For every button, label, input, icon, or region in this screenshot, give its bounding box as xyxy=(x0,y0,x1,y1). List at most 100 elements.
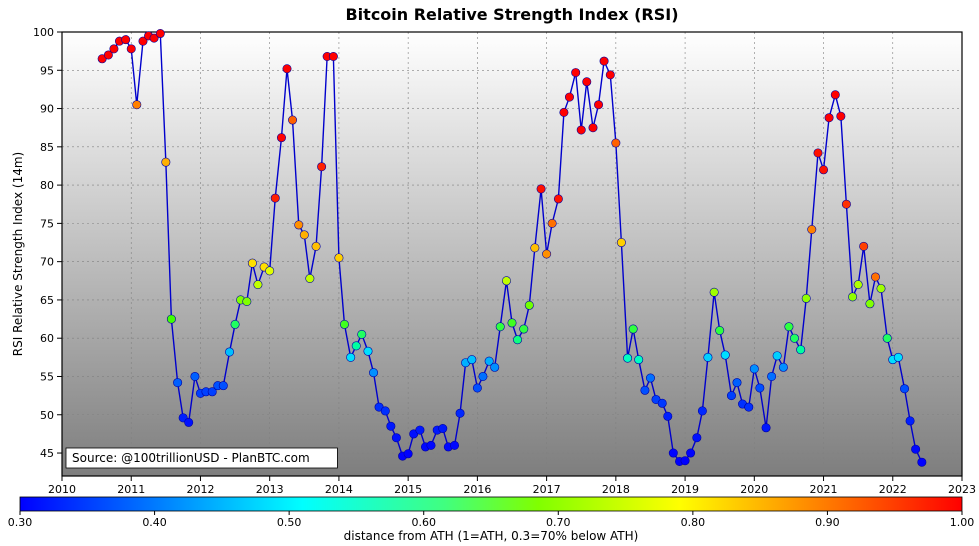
data-point xyxy=(416,426,424,434)
data-point xyxy=(866,300,874,308)
data-point xyxy=(496,323,504,331)
data-point xyxy=(560,108,568,116)
data-point xyxy=(502,277,510,285)
data-point xyxy=(254,280,262,288)
x-tick-label: 2015 xyxy=(394,483,422,496)
data-point xyxy=(583,78,591,86)
data-point xyxy=(110,45,118,53)
data-point xyxy=(646,374,654,382)
data-point xyxy=(715,326,723,334)
data-point xyxy=(814,149,822,157)
y-tick-label: 85 xyxy=(40,141,54,154)
data-point xyxy=(859,242,867,250)
data-point xyxy=(450,441,458,449)
data-point xyxy=(767,372,775,380)
data-point xyxy=(127,45,135,53)
data-point xyxy=(894,353,902,361)
data-point xyxy=(733,378,741,386)
data-point xyxy=(837,112,845,120)
data-point xyxy=(606,71,614,79)
data-point xyxy=(698,407,706,415)
data-point xyxy=(634,355,642,363)
data-point xyxy=(612,139,620,147)
data-point xyxy=(629,325,637,333)
colorbar xyxy=(20,497,962,511)
data-point xyxy=(271,194,279,202)
data-point xyxy=(819,166,827,174)
y-tick-label: 90 xyxy=(40,103,54,116)
data-point xyxy=(317,163,325,171)
y-axis-label: RSI Relative Strength Index (14m) xyxy=(11,152,25,356)
x-tick-label: 2014 xyxy=(325,483,353,496)
data-point xyxy=(381,407,389,415)
x-tick-label: 2021 xyxy=(810,483,838,496)
data-point xyxy=(704,353,712,361)
data-point xyxy=(802,294,810,302)
data-point xyxy=(842,200,850,208)
data-point xyxy=(364,347,372,355)
data-point xyxy=(231,320,239,328)
data-point xyxy=(686,449,694,457)
data-point xyxy=(312,242,320,250)
data-point xyxy=(191,372,199,380)
data-point xyxy=(745,403,753,411)
x-tick-label: 2018 xyxy=(602,483,630,496)
x-tick-label: 2020 xyxy=(740,483,768,496)
x-tick-label: 2016 xyxy=(463,483,491,496)
data-point xyxy=(525,301,533,309)
data-point xyxy=(243,297,251,305)
data-point xyxy=(265,267,273,275)
data-point xyxy=(600,57,608,65)
data-point xyxy=(427,441,435,449)
data-point xyxy=(329,52,337,60)
data-point xyxy=(900,385,908,393)
data-point xyxy=(911,445,919,453)
data-point xyxy=(162,158,170,166)
data-point xyxy=(854,280,862,288)
source-label: Source: @100trillionUSD - PlanBTC.com xyxy=(72,451,310,465)
data-point xyxy=(796,345,804,353)
data-point xyxy=(300,231,308,239)
chart-title: Bitcoin Relative Strength Index (RSI) xyxy=(345,5,678,24)
x-tick-label: 2022 xyxy=(879,483,907,496)
data-point xyxy=(392,434,400,442)
rsi-chart-svg: 2010201120122013201420152016201720182019… xyxy=(0,0,979,546)
data-point xyxy=(387,422,395,430)
data-point xyxy=(571,68,579,76)
data-point xyxy=(542,250,550,258)
data-point xyxy=(641,386,649,394)
data-point xyxy=(283,65,291,73)
data-point xyxy=(918,458,926,466)
y-tick-label: 50 xyxy=(40,409,54,422)
data-point xyxy=(295,221,303,229)
x-tick-label: 2017 xyxy=(533,483,561,496)
data-point xyxy=(456,409,464,417)
colorbar-label: distance from ATH (1=ATH, 0.3=70% below … xyxy=(344,529,639,543)
data-point xyxy=(156,29,164,37)
data-point xyxy=(133,101,141,109)
data-point xyxy=(779,363,787,371)
data-point xyxy=(173,378,181,386)
y-tick-label: 95 xyxy=(40,64,54,77)
y-tick-label: 60 xyxy=(40,332,54,345)
data-point xyxy=(167,315,175,323)
data-point xyxy=(871,273,879,281)
data-point xyxy=(121,35,129,43)
data-point xyxy=(277,133,285,141)
data-point xyxy=(513,336,521,344)
data-point xyxy=(658,399,666,407)
data-point xyxy=(490,363,498,371)
data-point xyxy=(225,348,233,356)
x-tick-label: 2012 xyxy=(186,483,214,496)
data-point xyxy=(681,456,689,464)
y-tick-label: 45 xyxy=(40,447,54,460)
colorbar-tick-label: 0.80 xyxy=(681,516,706,529)
data-point xyxy=(340,320,348,328)
data-point xyxy=(808,225,816,233)
chart-container: 2010201120122013201420152016201720182019… xyxy=(0,0,979,546)
colorbar-tick-label: 0.50 xyxy=(277,516,302,529)
data-point xyxy=(184,418,192,426)
y-tick-label: 80 xyxy=(40,179,54,192)
data-point xyxy=(248,259,256,267)
data-point xyxy=(589,123,597,131)
